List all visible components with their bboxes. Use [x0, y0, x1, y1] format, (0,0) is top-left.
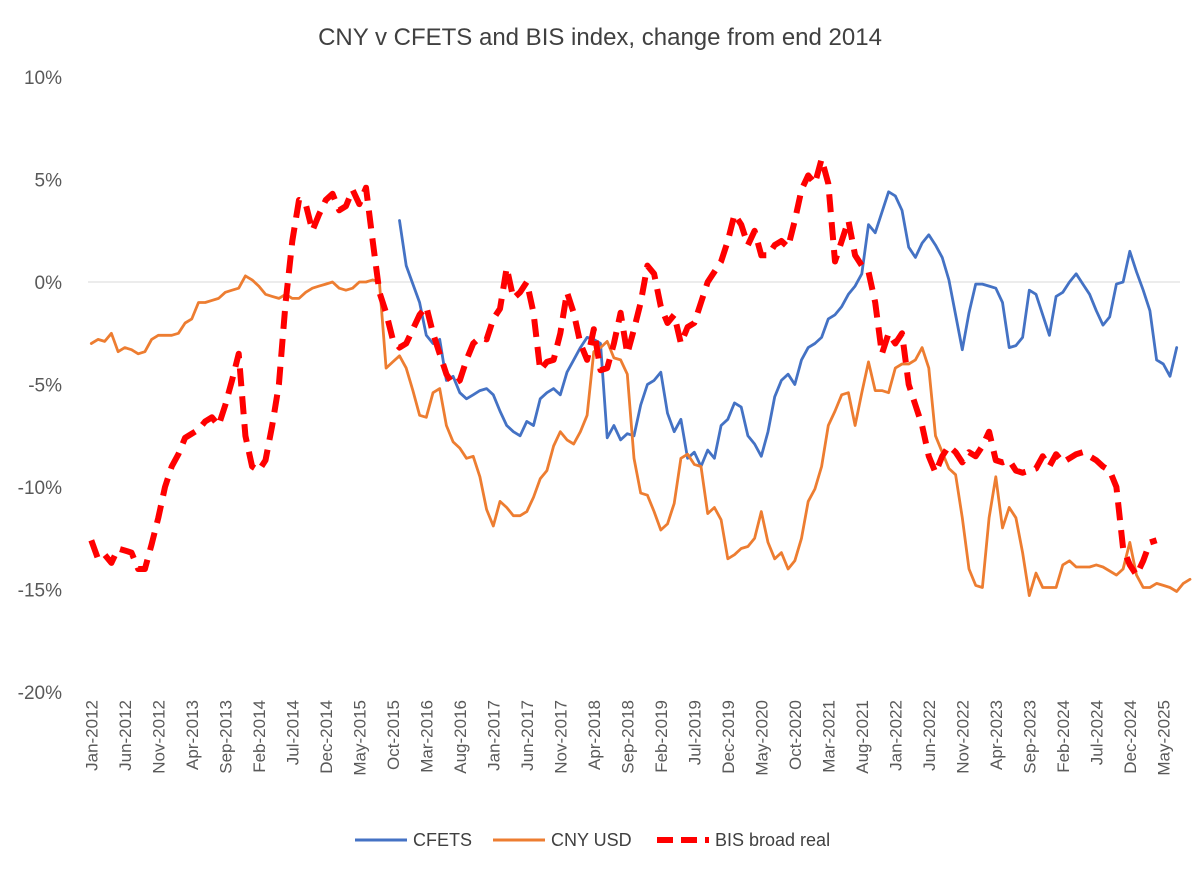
series-line-cny-usd: [89, 274, 1192, 597]
x-tick-label: Sep-2018: [618, 700, 637, 774]
legend-label: CNY USD: [551, 830, 632, 850]
series-line-bis-broad-real: [88, 156, 1158, 579]
x-tick-label: Oct-2020: [786, 700, 805, 770]
y-tick-label: -5%: [28, 376, 62, 397]
x-tick-label: Aug-2016: [451, 700, 470, 774]
x-tick-label: Jan-2012: [82, 700, 101, 771]
x-tick-label: Nov-2017: [551, 700, 570, 774]
x-tick-label: Apr-2018: [585, 700, 604, 770]
y-tick-label: 5%: [35, 171, 63, 192]
y-tick-label: -10%: [18, 478, 62, 499]
x-tick-label: Nov-2012: [149, 700, 168, 774]
x-tick-label: Apr-2013: [183, 700, 202, 770]
x-tick-label: Jun-2022: [920, 700, 939, 771]
x-tick-label: Jul-2014: [283, 700, 302, 765]
legend: CFETS CNY USD BIS broad real: [355, 830, 830, 850]
y-axis: -20% -15% -10% -5% 0% 5% 10%: [18, 68, 62, 704]
x-tick-label: Feb-2014: [250, 700, 269, 773]
x-tick-label: Dec-2019: [719, 700, 738, 774]
chart-title: CNY v CFETS and BIS index, change from e…: [318, 24, 882, 51]
x-tick-label: Dec-2024: [1121, 700, 1140, 774]
series-line-cfets: [398, 190, 1179, 468]
x-tick-label: Jul-2024: [1087, 700, 1106, 765]
x-tick-label: Sep-2023: [1020, 700, 1039, 774]
legend-label: BIS broad real: [715, 830, 830, 850]
y-tick-label: 0%: [35, 273, 63, 294]
x-tick-label: Mar-2021: [819, 700, 838, 773]
y-tick-label: -20%: [18, 683, 62, 704]
x-tick-label: May-2020: [752, 700, 771, 776]
x-tick-label: Dec-2014: [317, 700, 336, 774]
y-tick-label: -15%: [18, 581, 62, 602]
y-tick-label: 10%: [24, 68, 62, 89]
x-tick-label: May-2015: [350, 700, 369, 776]
x-axis: Jan-2012 Jun-2012 Nov-2012 Apr-2013 Sep-2013…: [82, 700, 1173, 776]
series-lines: [88, 156, 1192, 597]
x-tick-label: Oct-2015: [384, 700, 403, 770]
x-tick-label: Feb-2024: [1054, 700, 1073, 773]
x-tick-label: Aug-2021: [853, 700, 872, 774]
x-tick-label: Nov-2022: [953, 700, 972, 774]
x-tick-label: Jul-2019: [685, 700, 704, 765]
x-tick-label: May-2025: [1154, 700, 1173, 776]
x-tick-label: Apr-2023: [987, 700, 1006, 770]
x-tick-label: Jun-2012: [116, 700, 135, 771]
legend-label: CFETS: [413, 830, 472, 850]
x-tick-label: Feb-2019: [652, 700, 671, 773]
x-tick-label: Jan-2022: [886, 700, 905, 771]
x-tick-label: Sep-2013: [216, 700, 235, 774]
x-tick-label: Jun-2017: [518, 700, 537, 771]
x-tick-label: Jan-2017: [484, 700, 503, 771]
x-tick-label: Mar-2016: [417, 700, 436, 773]
